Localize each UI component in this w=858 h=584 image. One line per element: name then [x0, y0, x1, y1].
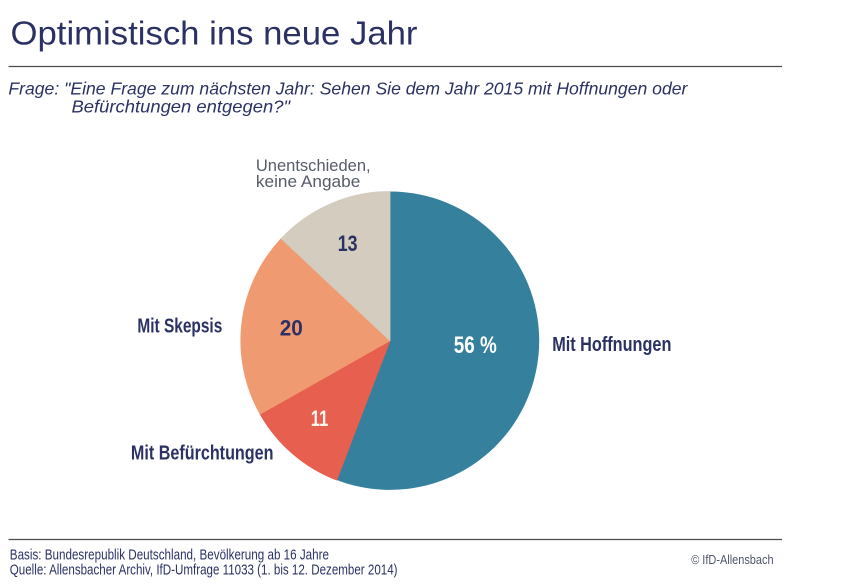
svg-text:20: 20: [280, 316, 303, 341]
svg-text:Mit Hoffnungen: Mit Hoffnungen: [552, 334, 671, 356]
svg-text:keine Angabe: keine Angabe: [256, 172, 360, 191]
svg-text:Frage: "Eine Frage zum nächste: Frage: "Eine Frage zum nächsten Jahr: Se…: [8, 79, 688, 99]
svg-text:Unentschieden,: Unentschieden,: [256, 156, 371, 175]
svg-text:Mit Befürchtungen: Mit Befürchtungen: [131, 443, 274, 465]
svg-text:56 %: 56 %: [454, 332, 497, 359]
svg-text:Quelle: Allensbacher Archiv, I: Quelle: Allensbacher Archiv, IfD-Umfrage…: [10, 562, 398, 578]
svg-text:Optimistisch ins neue Jahr: Optimistisch ins neue Jahr: [11, 15, 418, 52]
svg-text:© IfD-Allensbach: © IfD-Allensbach: [691, 553, 773, 567]
svg-text:Basis: Bundesrepublik Deutschl: Basis: Bundesrepublik Deutschland, Bevöl…: [10, 548, 329, 564]
svg-text:Mit Skepsis: Mit Skepsis: [137, 315, 222, 337]
svg-text:Befürchtungen entgegen?": Befürchtungen entgegen?": [72, 97, 291, 117]
svg-text:13: 13: [338, 231, 358, 256]
svg-text:11: 11: [311, 406, 329, 431]
